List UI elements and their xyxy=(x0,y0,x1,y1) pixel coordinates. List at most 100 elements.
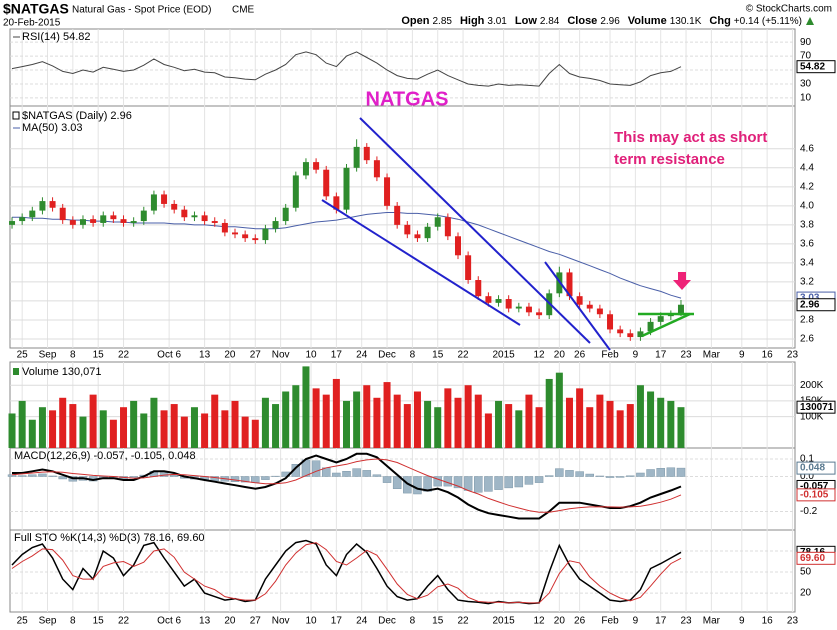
volume-bar xyxy=(272,404,280,448)
y-tick-label: 4.2 xyxy=(800,181,814,192)
y-tick-label: 2.8 xyxy=(800,315,814,326)
y-tick-label: 20 xyxy=(800,588,812,599)
macd-histogram-bar xyxy=(484,476,493,492)
volume-bar xyxy=(312,388,320,448)
y-tick-label: 50 xyxy=(800,567,812,578)
quote-value: 3.01 xyxy=(487,16,507,27)
x-tick-label: 27 xyxy=(250,616,262,627)
quote-label: High xyxy=(460,15,485,27)
candle-body xyxy=(525,306,532,313)
macd-histogram-bar xyxy=(636,472,645,477)
candle-body xyxy=(677,304,684,316)
macd-histogram-bar xyxy=(595,475,605,477)
last-value-label: 69.60 xyxy=(800,553,825,564)
candle-body xyxy=(39,201,46,211)
trendline xyxy=(321,199,521,326)
volume-bar xyxy=(677,407,685,448)
candle-body xyxy=(9,221,16,225)
volume-bar xyxy=(8,413,16,448)
macd-histogram-bar xyxy=(433,476,442,487)
volume-bar xyxy=(606,400,614,448)
y-tick-label: 90 xyxy=(800,37,812,48)
candle-body xyxy=(465,255,472,281)
x-tick-label: Mar xyxy=(703,350,721,361)
x-tick-label: 27 xyxy=(250,350,262,361)
quote-label: Close xyxy=(567,15,597,27)
sto-line xyxy=(11,542,682,604)
annotation-note: term resistance xyxy=(614,151,725,168)
x-tick-label: 8 xyxy=(70,350,76,361)
volume-bar xyxy=(89,394,97,448)
candle-body xyxy=(414,234,421,239)
candle-body xyxy=(272,221,279,229)
price-legend-icon xyxy=(12,111,20,120)
x-tick-label: 23 xyxy=(680,350,692,361)
y-tick-label: 2.6 xyxy=(800,334,814,345)
candle-body xyxy=(566,272,573,297)
volume-bar xyxy=(190,407,198,448)
last-value-label: 2.96 xyxy=(800,299,820,310)
candle-body xyxy=(607,314,614,330)
x-tick-label: 12 xyxy=(534,350,546,361)
candle-body xyxy=(232,232,239,235)
sto-label: Full STO %K(14,3) %D(3) 78.16, 69.60 xyxy=(14,532,205,544)
macd-histogram-bar xyxy=(565,470,574,477)
x-tick-label: 8 xyxy=(410,350,416,361)
last-value-box xyxy=(796,551,836,565)
candle-body xyxy=(120,219,127,223)
volume-bar xyxy=(454,397,462,448)
candle-body xyxy=(576,296,583,305)
volume-bar xyxy=(576,388,584,448)
candle-body xyxy=(19,217,26,222)
candle-body xyxy=(434,217,441,227)
x-tick-label: 12 xyxy=(534,616,546,627)
x-tick-label: 23 xyxy=(787,616,799,627)
volume-bar xyxy=(99,410,107,448)
x-tick-label: Oct 6 xyxy=(157,616,181,627)
volume-bar xyxy=(403,404,411,448)
volume-bar xyxy=(322,394,330,448)
macd-histogram-bar xyxy=(656,468,665,477)
x-tick-label: 9 xyxy=(633,616,639,627)
volume-bar xyxy=(231,400,239,448)
quote: Open 2.85 High 3.01 Low 2.84 Close 2.96 Volume 13… xyxy=(401,15,802,27)
symbol: $NATGAS xyxy=(3,1,69,17)
macd-histogram-bar xyxy=(372,474,382,477)
macd-histogram-bar xyxy=(534,476,544,483)
x-tick-label: 20 xyxy=(224,616,236,627)
candle-body xyxy=(596,308,603,315)
x-tick-label: 24 xyxy=(356,616,368,627)
x-tick-label: 16 xyxy=(762,350,774,361)
last-value-label: 0.048 xyxy=(800,463,825,474)
candle-body xyxy=(201,215,208,222)
volume-bar xyxy=(59,397,67,448)
candle-body xyxy=(171,203,178,210)
candle-body xyxy=(657,316,664,322)
x-tick-label: 17 xyxy=(331,616,343,627)
macd-histogram-bar xyxy=(463,476,473,491)
volume-bar xyxy=(636,385,644,448)
volume-bar xyxy=(515,410,523,448)
candle-body xyxy=(110,215,117,220)
y-tick-label: 10 xyxy=(800,93,812,104)
candle-body xyxy=(191,215,198,218)
candle-body xyxy=(475,280,482,297)
volume-bar xyxy=(535,407,543,448)
candle-body xyxy=(586,304,593,309)
candle-body xyxy=(181,209,188,218)
volume-pane xyxy=(9,361,796,449)
x-tick-label: 2015 xyxy=(492,616,515,627)
x-tick-label: 20 xyxy=(554,350,566,361)
x-tick-label: 8 xyxy=(70,616,76,627)
volume-bar xyxy=(140,413,148,448)
y-tick-label: 3.8 xyxy=(800,220,814,231)
volume-bar xyxy=(525,394,533,448)
price-pane xyxy=(9,105,796,349)
copyright: © StockCharts.com xyxy=(746,4,832,15)
last-value-label: 54.82 xyxy=(800,61,825,72)
x-tick-label: 2015 xyxy=(492,350,515,361)
last-value-box xyxy=(796,60,836,74)
volume-bar xyxy=(79,416,87,448)
macd-pane xyxy=(9,447,796,531)
macd-histogram-bar xyxy=(28,474,37,477)
